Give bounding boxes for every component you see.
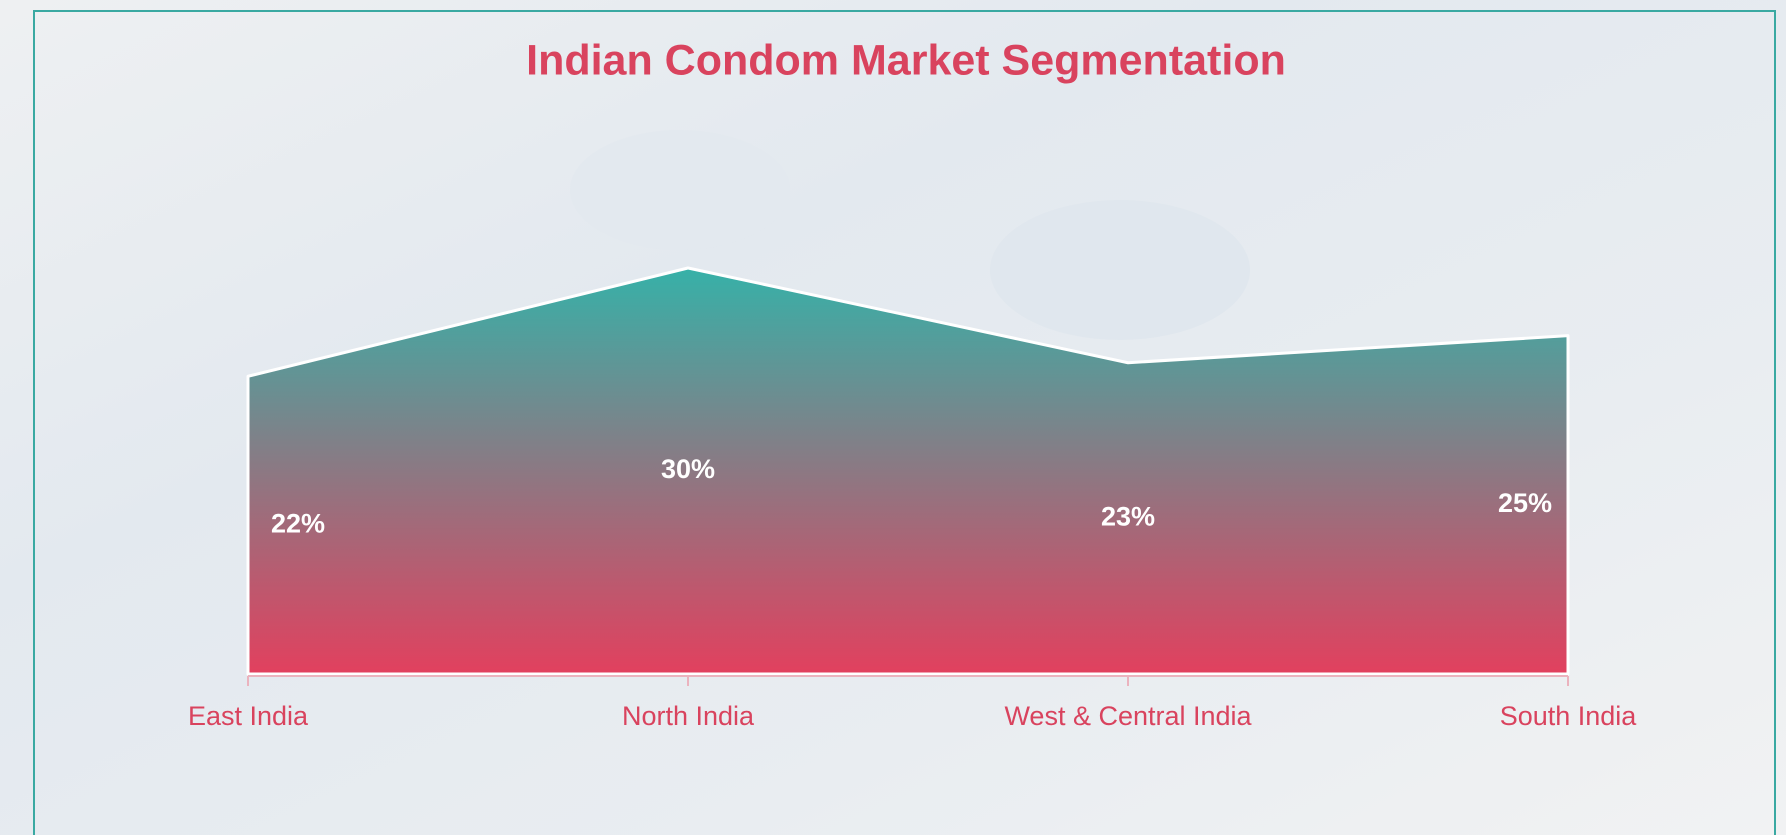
- data-label: 25%: [1498, 488, 1552, 518]
- x-tick-label: North India: [622, 701, 755, 731]
- background-shape: [990, 200, 1250, 340]
- data-label: 22%: [271, 508, 325, 538]
- x-tick-label: West & Central India: [1004, 701, 1252, 731]
- frame: [33, 10, 1776, 840]
- chart-title: Indian Condom Market Segmentation: [526, 36, 1286, 84]
- data-label: 30%: [661, 454, 715, 484]
- background-shape: [570, 130, 790, 250]
- x-tick-label: South India: [1500, 701, 1638, 731]
- area: [246, 266, 1570, 676]
- data-label: 23%: [1101, 501, 1155, 531]
- x-tick-label: East India: [188, 701, 309, 731]
